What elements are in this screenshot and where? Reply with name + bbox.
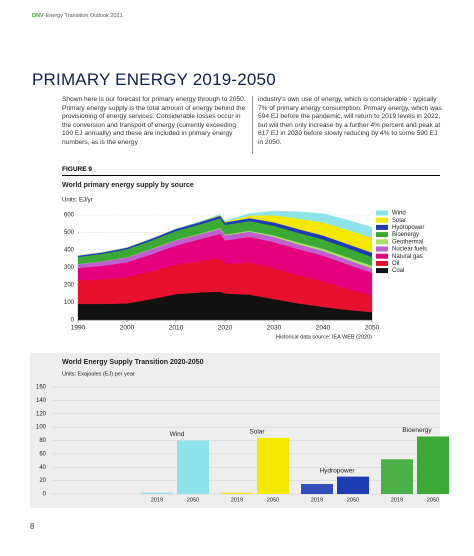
bar-year-label: 2019 <box>311 497 323 503</box>
legend-label: Wind <box>392 211 406 217</box>
y-tick-label: 60 <box>39 451 46 457</box>
bar <box>257 437 289 494</box>
area-series <box>77 210 373 256</box>
y-tick-label: 0 <box>43 492 47 498</box>
legend-label: Geothermal <box>392 239 423 245</box>
bar <box>141 492 173 494</box>
category-label: Bioenergy <box>402 427 432 434</box>
y-tick-label: 100 <box>64 300 75 306</box>
legend-label: Hydropower <box>392 225 424 231</box>
bar <box>381 459 413 494</box>
legend-swatch <box>376 253 388 259</box>
y-tick-label: 80 <box>39 438 46 444</box>
bar-year-label: 2050 <box>427 497 439 503</box>
units-label: Units: Exajoules (EJ) per year <box>62 371 135 377</box>
y-tick-label: 500 <box>64 230 75 236</box>
page-number: 8 <box>30 522 35 531</box>
chart-title: World Energy Supply Transition 2020-2050 <box>62 359 204 366</box>
bar <box>221 492 253 494</box>
y-tick-label: 100 <box>36 425 47 431</box>
legend-swatch <box>376 268 388 274</box>
x-tick-label: 2000 <box>120 325 135 332</box>
bar-year-label: 2019 <box>391 497 403 503</box>
x-tick-label: 2010 <box>169 325 184 332</box>
bar <box>177 440 209 494</box>
x-tick-label: 1990 <box>71 325 86 332</box>
body-column: Shown here is our forecast for primary e… <box>62 96 246 146</box>
category-label: Solar <box>249 429 265 436</box>
x-tick-label: 2040 <box>316 325 331 332</box>
y-tick-label: 120 <box>36 411 47 417</box>
legend-label: Nuclear fuels <box>392 247 427 253</box>
legend-swatch <box>376 210 388 216</box>
legend-label: Solar <box>392 218 406 224</box>
legend-swatch <box>376 224 388 230</box>
running-header: DNV Energy Transition Outlook 2021 <box>32 13 123 19</box>
legend-swatch <box>376 239 388 245</box>
page-title: PRIMARY ENERGY 2019-2050 <box>32 70 276 89</box>
y-tick-label: 400 <box>64 248 75 254</box>
x-tick-label: 2020 <box>218 325 233 332</box>
y-tick-label: 20 <box>39 478 46 484</box>
figure-rule <box>62 175 440 176</box>
legend-label: Natural gas <box>392 254 423 260</box>
column-separator <box>252 96 253 154</box>
y-tick-label: 160 <box>36 385 47 391</box>
category-label: Hydropower <box>319 467 355 474</box>
legend-swatch <box>376 217 388 223</box>
source-note: Historical data source: IEA WEB (2020) <box>276 334 372 340</box>
legend-swatch <box>376 260 388 266</box>
bar <box>301 483 333 494</box>
y-tick-label: 140 <box>36 398 47 404</box>
bar-year-label: 2050 <box>267 497 279 503</box>
legend-swatch <box>376 232 388 238</box>
bar-year-label: 2019 <box>231 497 243 503</box>
legend-swatch <box>376 246 388 252</box>
x-tick-label: 2050 <box>365 325 380 332</box>
y-tick-label: 40 <box>39 465 46 471</box>
y-tick-label: 0 <box>71 318 75 324</box>
y-tick-label: 200 <box>64 283 75 289</box>
legend-label: Oil <box>392 261 399 267</box>
chart-title: World primary energy supply by source <box>62 182 194 189</box>
units-label: Units: EJ/yr <box>62 198 93 204</box>
bar-year-label: 2050 <box>347 497 359 503</box>
header-text: Energy Transition Outlook 2021 <box>45 13 123 19</box>
legend-label: Coal <box>392 268 404 274</box>
legend-label: Bioenergy <box>392 232 419 238</box>
category-label: Wind <box>170 431 185 438</box>
body-column: industry's own use of energy, which is c… <box>258 96 442 146</box>
bar <box>337 476 369 494</box>
bar-year-label: 2050 <box>187 497 199 503</box>
bar-year-label: 2019 <box>151 497 163 503</box>
x-tick-label: 2030 <box>267 325 282 332</box>
y-tick-label: 300 <box>64 265 75 271</box>
y-tick-label: 600 <box>64 213 75 219</box>
figure-label: FIGURE 9 <box>62 166 92 173</box>
brand: DNV <box>32 13 44 19</box>
chart-panel <box>30 353 440 508</box>
bar <box>417 436 449 494</box>
